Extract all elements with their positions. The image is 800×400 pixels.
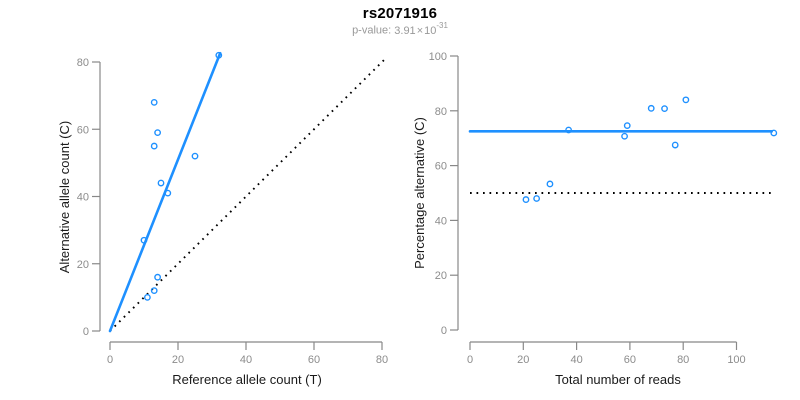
data-point (154, 129, 162, 137)
data-point (150, 98, 158, 106)
pvalue-times-sign: × (416, 24, 424, 37)
x-axis-title: Total number of reads (555, 372, 681, 387)
y-tick-label: 0 (83, 326, 89, 338)
data-point (621, 132, 628, 140)
data-point (671, 141, 679, 149)
data-point (522, 196, 530, 203)
y-tick-label: 60 (77, 124, 89, 136)
pvalue-value: 3.91×10-31 (394, 21, 448, 37)
x-tick-label: 60 (308, 354, 320, 366)
y-tick-label: 20 (435, 270, 447, 282)
panel-right: 0 20 40 60 80 100 0 20 40 60 80 100 Total number of … (412, 51, 778, 387)
data-point (150, 287, 158, 295)
data-point (150, 142, 158, 150)
data-point (191, 152, 199, 160)
y-tick-label: 80 (77, 57, 89, 69)
data-point (546, 180, 554, 188)
data-point (154, 273, 162, 281)
data-point (140, 236, 148, 244)
pvalue-mantissa: 3.91 (394, 24, 416, 37)
y-tick-label: 40 (77, 192, 89, 204)
data-point (164, 189, 172, 197)
figure-subtitle: p-value: 3.91×10-31 (0, 21, 800, 37)
y-tick-label: 100 (429, 51, 447, 63)
data-point (623, 122, 631, 129)
x-tick-label: 20 (517, 354, 529, 366)
y-tick-label: 60 (435, 161, 447, 173)
pvalue-base: 10 (424, 24, 437, 37)
data-point (647, 104, 655, 112)
y-tick-label: 0 (441, 325, 447, 337)
y-tick-label: 40 (435, 215, 447, 227)
y-tick-label: 20 (77, 259, 89, 271)
x-tick-label: 100 (727, 354, 745, 366)
x-tick-label: 40 (240, 354, 252, 366)
x-axis-title: Reference allele count (T) (172, 372, 322, 387)
x-tick-label: 80 (677, 354, 689, 366)
y-tick-label: 80 (435, 106, 447, 118)
y-axis-title: Alternative allele count (C) (57, 121, 72, 273)
data-point (661, 105, 668, 113)
data-point (215, 51, 223, 59)
pvalue-exponent: -31 (436, 21, 448, 30)
data-point (157, 179, 165, 187)
x-tick-label: 20 (172, 354, 184, 366)
data-point (565, 126, 573, 134)
x-tick-label: 80 (376, 354, 388, 366)
x-tick-label: 0 (107, 354, 113, 366)
figure-title: rs2071916 (362, 5, 438, 22)
data-point (143, 293, 151, 301)
x-tick-label: 60 (624, 354, 636, 366)
data-point (533, 195, 541, 202)
data-point (770, 129, 778, 137)
pvalue-label: p-value: (352, 24, 392, 37)
y-axis-title: Percentage alternative (C) (412, 117, 427, 269)
x-tick-label: 0 (467, 354, 473, 366)
data-point (682, 96, 690, 104)
x-tick-label: 40 (570, 354, 582, 366)
panel-left: 0 20 40 60 80 0 20 40 60 80 Reference allele count… (57, 51, 388, 387)
